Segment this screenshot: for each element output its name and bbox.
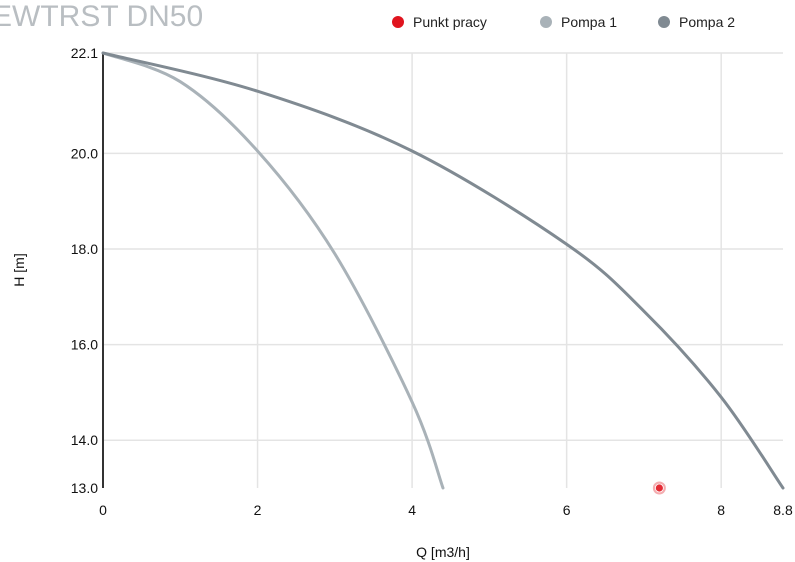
legend-marker [540, 16, 552, 28]
x-tick-label: 6 [563, 502, 571, 518]
legend-label: Pompa 2 [679, 14, 735, 30]
legend-label: Punkt pracy [413, 14, 487, 30]
legend[interactable]: Punkt pracy Pompa 1 Pompa 2 [392, 14, 735, 30]
legend-item-2[interactable]: Pompa 2 [658, 14, 735, 30]
series-points [652, 481, 666, 495]
tick-labels: 0 2 4 6 8 8.8 13.0 14.0 16.0 18.0 20.0 22.1 [71, 45, 793, 518]
x-tick-label: 8.8 [773, 502, 793, 518]
chart-title: EWTRST DN50 [0, 0, 203, 33]
legend-marker [392, 16, 404, 28]
legend-item-0[interactable]: Punkt pracy [392, 14, 487, 30]
x-tick-label: 0 [99, 502, 107, 518]
grid [103, 52, 783, 488]
working-point [654, 483, 664, 493]
series-lines [101, 51, 785, 490]
legend-item-1[interactable]: Pompa 1 [540, 14, 617, 30]
series-line-1 [101, 51, 445, 490]
y-tick-label: 20.0 [71, 145, 98, 161]
x-tick-label: 8 [717, 502, 725, 518]
x-tick-label: 2 [254, 502, 262, 518]
legend-marker [658, 16, 670, 28]
y-axis-label: H [m] [11, 253, 27, 286]
y-tick-label: 22.1 [71, 45, 98, 61]
y-tick-label: 14.0 [71, 432, 98, 448]
y-tick-label: 18.0 [71, 241, 98, 257]
x-axis-label: Q [m3/h] [416, 544, 470, 560]
y-tick-label: 16.0 [71, 337, 98, 353]
series-line-2 [101, 51, 785, 490]
x-tick-label: 4 [408, 502, 416, 518]
y-tick-label: 13.0 [71, 480, 98, 496]
legend-label: Pompa 1 [561, 14, 617, 30]
